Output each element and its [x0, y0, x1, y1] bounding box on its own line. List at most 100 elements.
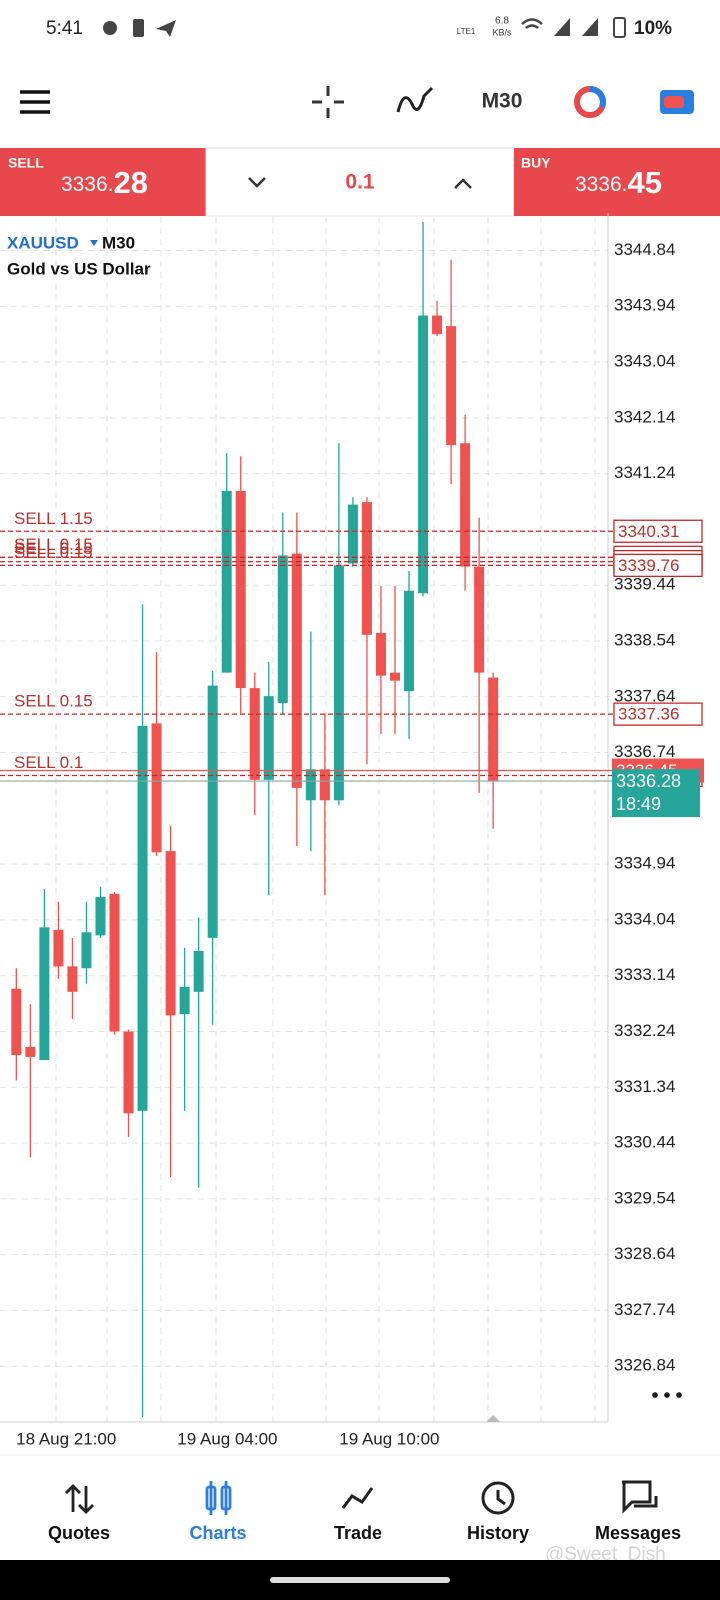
buy-button[interactable]: [514, 148, 720, 216]
nav-messages[interactable]: Messages: [595, 1523, 681, 1543]
candle-body: [404, 590, 415, 692]
candle-body: [25, 1046, 36, 1057]
more-dot[interactable]: [652, 1392, 658, 1398]
symbol-dropdown[interactable]: [90, 240, 98, 246]
indicators-button[interactable]: [396, 86, 434, 113]
y-tick-label: 3326.84: [614, 1356, 675, 1375]
order-price-box: [613, 702, 703, 726]
order-label: SELL 0.1: [14, 753, 83, 772]
oneclick-accent: [664, 96, 684, 108]
y-tick-label: 3339.44: [614, 575, 675, 594]
sell-price: 3336.28: [61, 165, 148, 200]
order-label: SELL 1.15: [14, 509, 93, 528]
candle-body: [193, 950, 204, 992]
symbol[interactable]: XAUUSD: [7, 233, 79, 252]
candle-body: [249, 688, 260, 780]
menu-button[interactable]: [20, 90, 50, 114]
candle-body: [305, 769, 316, 801]
bid-price-box: [612, 769, 700, 818]
y-tick-label: 3336.74: [614, 742, 675, 761]
candle-body: [123, 1031, 134, 1114]
volume-down[interactable]: [248, 177, 266, 188]
y-tick-label: 3330.44: [614, 1133, 675, 1152]
order-label: SELL 0.15: [14, 543, 93, 562]
timeframe-button[interactable]: M30: [482, 90, 523, 113]
y-tick-label: 3341.24: [614, 463, 675, 482]
candle-body: [389, 672, 400, 681]
y-tick-label: 3334.04: [614, 909, 675, 928]
history-icon-hands: [496, 1490, 506, 1506]
status-battery: 10%: [634, 18, 672, 39]
chart-timeframe: M30: [102, 233, 135, 252]
wifi-icon: [521, 18, 543, 30]
order-label: SELL 0.15: [14, 692, 93, 711]
trade-icon[interactable]: [341, 1487, 374, 1509]
messages-icon[interactable]: [622, 1480, 658, 1514]
candle-body: [361, 502, 372, 635]
sell-price-lead: 3336.: [61, 173, 114, 196]
symbol-description: Gold vs US Dollar: [7, 259, 151, 278]
candle-body: [165, 851, 176, 1016]
sell-label: SELL: [8, 155, 44, 171]
candle-body: [207, 685, 218, 938]
x-tick-label: 18 Aug 21:00: [16, 1429, 116, 1448]
buy-price-lead: 3336.: [575, 173, 628, 196]
candle-body: [263, 696, 274, 780]
candle-body: [474, 566, 485, 673]
candle-body: [375, 632, 386, 676]
y-tick-label: 3342.14: [614, 407, 675, 426]
charts-icon-wick: [209, 1481, 228, 1515]
current-time-marker: [486, 1415, 501, 1422]
volume-up[interactable]: [454, 178, 472, 189]
crosshair-button[interactable]: [312, 86, 344, 118]
y-tick-label: 3343.04: [614, 352, 675, 371]
y-tick-label: 3329.54: [614, 1188, 675, 1207]
candle-body: [221, 490, 232, 673]
candle-body: [446, 326, 457, 446]
candle-body: [291, 553, 302, 788]
volume-value[interactable]: 0.1: [345, 171, 375, 194]
status-speed-unit: KB/s: [492, 27, 512, 37]
x-tick-label: 19 Aug 10:00: [339, 1429, 439, 1448]
nav-trade[interactable]: Trade: [334, 1523, 382, 1543]
buy-label: BUY: [521, 155, 551, 171]
status-icon: [156, 20, 176, 37]
history-icon[interactable]: [481, 1481, 515, 1515]
trade-button-accent: [589, 86, 606, 109]
candle-body: [81, 932, 92, 969]
candle-body: [235, 490, 246, 689]
sell-button[interactable]: [0, 148, 206, 216]
nav-quotes[interactable]: Quotes: [48, 1523, 110, 1543]
quotes-icon[interactable]: [65, 1484, 94, 1514]
candle-body: [95, 896, 106, 936]
candle-body: [151, 723, 162, 853]
nav-charts[interactable]: Charts: [189, 1523, 246, 1543]
y-tick-label: 3333.14: [614, 965, 675, 984]
candle-body: [109, 893, 120, 1032]
order-price-box: [613, 519, 703, 543]
status-icon: [133, 19, 144, 37]
candle-body: [418, 315, 429, 594]
home-indicator[interactable]: [270, 1577, 450, 1583]
candle-body: [179, 986, 190, 1015]
y-tick-label: 3344.84: [614, 240, 675, 259]
status-network: LTE1: [457, 27, 476, 36]
candle-body: [432, 315, 443, 335]
chart: 3344.84 3343.94 3343.04 3342.14 3341.24 3339.…: [0, 213, 704, 1448]
battery-icon: [613, 17, 626, 38]
order-price: 3340.31: [618, 522, 679, 541]
more-dot[interactable]: [676, 1392, 682, 1398]
y-tick-label: 3327.74: [614, 1300, 675, 1319]
y-tick-label: 3332.24: [614, 1021, 675, 1040]
watermark: @Sweet_Dish: [545, 1544, 666, 1565]
more-dot[interactable]: [664, 1392, 670, 1398]
bid-price: 3336.28: [616, 771, 681, 791]
nav-history[interactable]: History: [467, 1523, 529, 1543]
candle-body: [277, 555, 288, 703]
order-price: 3339.76: [618, 556, 679, 575]
buy-price-tail: 45: [628, 165, 662, 200]
order-label: SELL 0.15: [14, 535, 93, 554]
candle-body: [53, 929, 64, 967]
x-tick-label: 19 Aug 04:00: [177, 1429, 277, 1448]
